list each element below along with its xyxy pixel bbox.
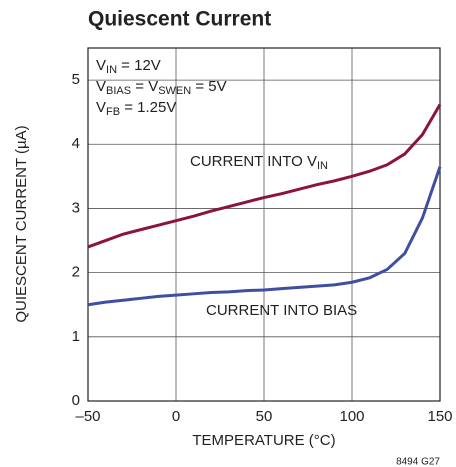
- curve-label-part: CURRENT INTO V: [190, 153, 317, 170]
- plot-frame: [87, 47, 441, 402]
- annotation: VBIAS = VSWEN = 5V: [96, 78, 227, 97]
- y-tick-label: 0: [72, 392, 80, 409]
- curve-label: CURRENT INTO VIN: [190, 153, 328, 172]
- curve-label-part: IN: [317, 160, 328, 172]
- line-series: [87, 103, 442, 249]
- y-tick-label: 5: [72, 71, 80, 88]
- y-tick-label: 3: [72, 199, 80, 216]
- x-tick-label: 0: [172, 408, 180, 425]
- x-axis-label: TEMPERATURE (°C): [192, 432, 335, 449]
- curve-label-part: CURRENT INTO BIAS: [206, 302, 357, 319]
- annotation-part: IN: [106, 64, 117, 76]
- annotation: VIN = 12V: [96, 57, 161, 76]
- annotation: VFB = 1.25V: [96, 99, 176, 118]
- y-tick-label: 2: [72, 264, 80, 281]
- x-tick-label: –50: [75, 408, 100, 425]
- x-tick-label: 50: [256, 408, 273, 425]
- annotation-part: = 5V: [191, 78, 226, 95]
- chart-title: Quiescent Current: [88, 8, 271, 31]
- annotation-part: V: [96, 99, 106, 116]
- annotation-part: = 12V: [117, 57, 161, 74]
- line-series: [87, 166, 442, 307]
- annotation-part: BIAS: [106, 85, 131, 97]
- y-axis-label: QUIESCENT CURRENT (µA): [13, 125, 30, 322]
- x-tick-label: 150: [427, 408, 452, 425]
- annotation-part: FB: [106, 106, 120, 118]
- y-tick-label: 4: [72, 135, 80, 152]
- annotation-part: V: [96, 78, 106, 95]
- annotation-part: SWEN: [158, 85, 191, 97]
- annotation-part: V: [96, 57, 106, 74]
- figure-id: 8494 G27: [396, 457, 440, 467]
- x-tick-label: 100: [339, 408, 364, 425]
- annotation-part: = V: [131, 78, 158, 95]
- annotation-part: = 1.25V: [120, 99, 176, 116]
- curve-label: CURRENT INTO BIAS: [206, 302, 357, 319]
- y-tick-label: 1: [72, 328, 80, 345]
